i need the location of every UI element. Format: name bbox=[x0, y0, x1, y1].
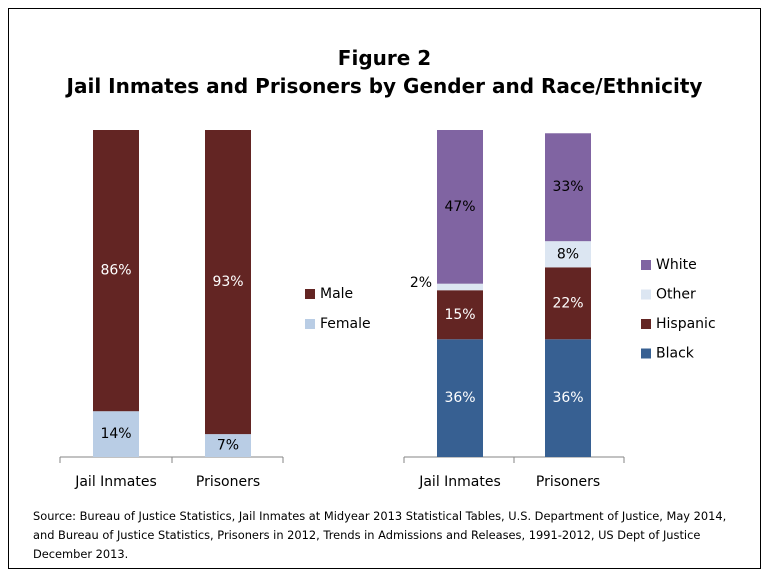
bar-female-prisoners bbox=[205, 434, 251, 457]
data-label: 22% bbox=[552, 295, 583, 311]
figure-title: Jail Inmates and Prisoners by Gender and… bbox=[66, 74, 703, 98]
figure-title-block: Figure 2 Jail Inmates and Prisoners by G… bbox=[8, 44, 761, 100]
data-label: 8% bbox=[557, 246, 579, 262]
x-tick-label: Prisoners bbox=[536, 474, 600, 490]
x-tick-label: Jail Inmates bbox=[74, 474, 157, 490]
bar-other-jail-inmates bbox=[437, 283, 483, 291]
legend-swatch-female bbox=[305, 319, 315, 329]
x-tick-label: Jail Inmates bbox=[418, 474, 501, 490]
chart-1: 14% 86% Jail Inmates 7% 93% Prisoners Male Fema… bbox=[59, 130, 371, 490]
bar-white-prisoners bbox=[545, 133, 591, 242]
bar-female-jail-inmates bbox=[93, 411, 139, 457]
bar-male-prisoners bbox=[205, 130, 251, 435]
legend-swatch-white bbox=[641, 260, 651, 270]
legend-label-male: Male bbox=[320, 286, 353, 302]
legend-swatch-male bbox=[305, 289, 315, 299]
data-label: 7% bbox=[217, 438, 239, 454]
data-label: 33% bbox=[552, 179, 583, 195]
legend-label-other: Other bbox=[656, 287, 696, 303]
bar-male-jail-inmates bbox=[93, 130, 139, 412]
legend: White Other Hispanic Black bbox=[641, 257, 716, 362]
bar-white-jail-inmates bbox=[437, 130, 483, 284]
bar-hispanic-prisoners bbox=[545, 267, 591, 340]
bar-hispanic-jail-inmates bbox=[437, 290, 483, 340]
legend-label-white: White bbox=[656, 257, 697, 273]
data-label: 47% bbox=[444, 199, 475, 215]
legend-label-female: Female bbox=[320, 316, 371, 332]
data-label: 2% bbox=[410, 275, 432, 291]
data-label: 36% bbox=[444, 390, 475, 406]
bar-other-prisoners bbox=[545, 241, 591, 268]
chart-2: 36% 15% 2% 47% Jail Inmates 36% 22% 8% 33% Prison… bbox=[403, 130, 716, 490]
data-label: 93% bbox=[212, 274, 243, 290]
data-label: 86% bbox=[100, 263, 131, 279]
data-label: 14% bbox=[100, 426, 131, 442]
data-label: 36% bbox=[552, 390, 583, 406]
legend-swatch-hispanic bbox=[641, 319, 651, 329]
legend-swatch-other bbox=[641, 289, 651, 300]
x-tick-label: Prisoners bbox=[196, 474, 260, 490]
data-label: 15% bbox=[444, 307, 475, 323]
source-note: Source: Bureau of Justice Statistics, Ja… bbox=[33, 509, 727, 561]
legend: Male Female bbox=[305, 286, 371, 332]
legend-label-black: Black bbox=[656, 346, 695, 362]
legend-label-hispanic: Hispanic bbox=[656, 316, 716, 332]
bar-black-prisoners bbox=[545, 339, 591, 457]
figure-label: Figure 2 bbox=[337, 46, 432, 70]
legend-swatch-black bbox=[641, 348, 651, 359]
bar-black-jail-inmates bbox=[437, 339, 483, 457]
